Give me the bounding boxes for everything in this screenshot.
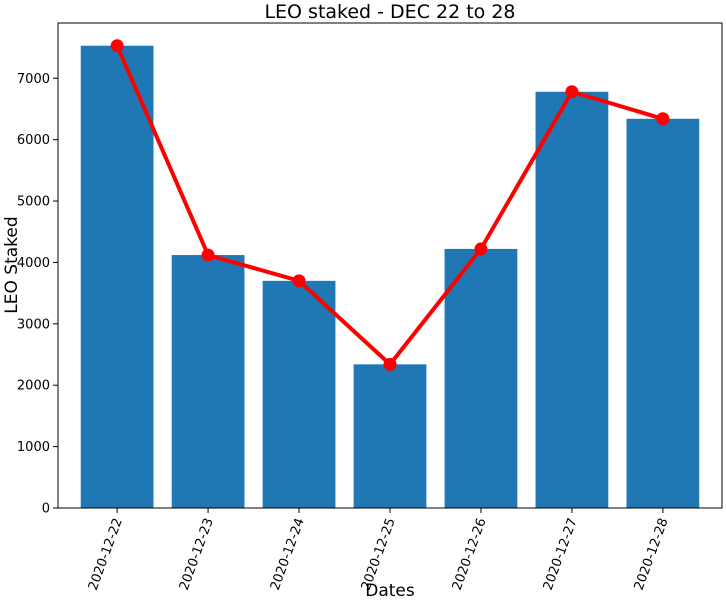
chart-title: LEO staked - DEC 22 to 28 xyxy=(264,1,515,23)
bar-2020-12-27 xyxy=(535,91,609,508)
line-point-2020-12-27 xyxy=(565,85,579,99)
x-axis: 2020-12-22 2020-12-23 2020-12-24 2020-12-25… xyxy=(86,508,672,592)
x-tick-label: 2020-12-28 xyxy=(632,516,672,592)
x-axis-label: Dates xyxy=(365,581,415,601)
line-point-2020-12-24 xyxy=(292,274,306,288)
x-tick-label: 2020-12-22 xyxy=(86,516,126,592)
y-axis: 0 1000 2000 3000 4000 5000 6000 7000 xyxy=(17,72,58,517)
line-point-2020-12-22 xyxy=(110,39,124,53)
x-tick-label: 2020-12-24 xyxy=(268,516,308,592)
bar-2020-12-23 xyxy=(171,255,245,508)
y-tick-label: 2000 xyxy=(17,379,50,394)
line-series-group xyxy=(110,39,670,371)
line-point-2020-12-23 xyxy=(201,248,215,262)
y-tick-label: 7000 xyxy=(17,72,50,87)
y-tick-label: 5000 xyxy=(17,195,50,210)
bar-2020-12-28 xyxy=(626,118,700,508)
y-tick-label: 1000 xyxy=(17,440,50,455)
bar-2020-12-26 xyxy=(444,248,518,508)
line-point-2020-12-25 xyxy=(383,357,397,371)
x-tick-label: 2020-12-23 xyxy=(177,516,217,592)
y-tick-label: 4000 xyxy=(17,256,50,271)
bar-2020-12-24 xyxy=(262,280,336,508)
bar-2020-12-22 xyxy=(80,45,154,509)
plot-frame xyxy=(57,22,723,509)
x-tick-label: 2020-12-27 xyxy=(541,516,581,592)
y-tick-label: 3000 xyxy=(17,317,50,332)
bars-group xyxy=(80,45,700,509)
bar-2020-12-25 xyxy=(353,364,427,508)
line-point-2020-12-26 xyxy=(474,242,488,256)
y-axis-label: LEO Staked xyxy=(2,216,22,313)
line-point-2020-12-28 xyxy=(656,112,670,126)
y-tick-label: 0 xyxy=(42,502,50,517)
y-tick-label: 6000 xyxy=(17,133,50,148)
x-tick-label: 2020-12-26 xyxy=(450,516,490,592)
